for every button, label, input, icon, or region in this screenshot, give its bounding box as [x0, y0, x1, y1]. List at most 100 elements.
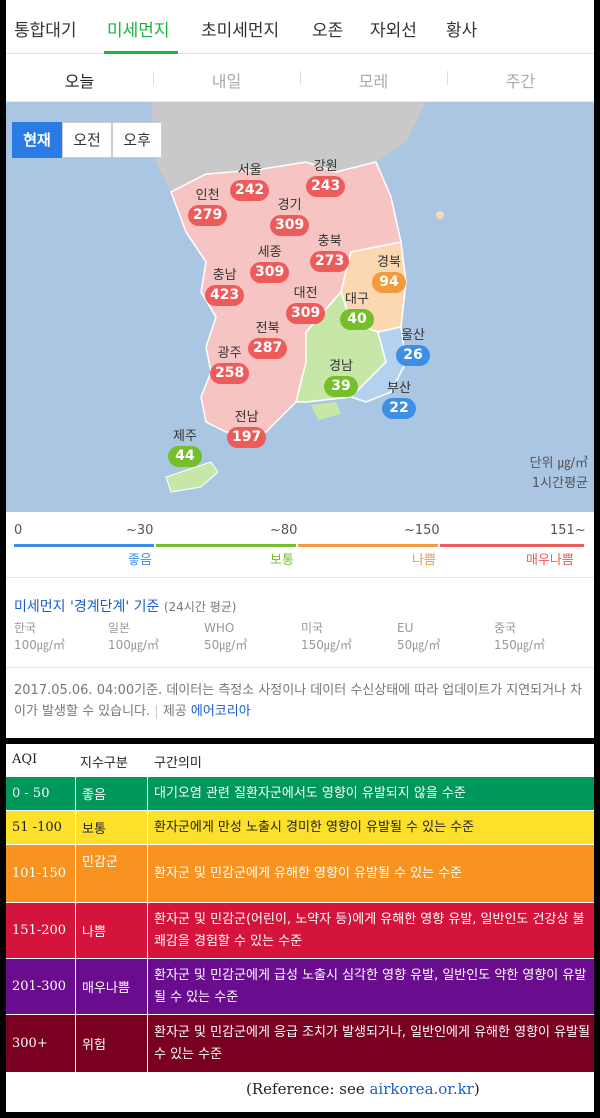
provider-label: 제공: [162, 704, 187, 719]
time-selector: 현재 오전 오후: [12, 122, 162, 158]
dust-value-badge: 22: [382, 398, 416, 419]
average-label: 1시간평균: [531, 476, 588, 491]
region-name: 경북: [377, 255, 401, 270]
reference-prefix: (Reference: see: [246, 1080, 370, 1098]
tab-divider: [153, 71, 154, 85]
region-name: 대전: [293, 286, 318, 301]
aqi-range-cell: 0 - 50: [6, 777, 76, 810]
provider-link[interactable]: 에어코리아: [190, 704, 251, 719]
morning-button[interactable]: 오전: [62, 122, 112, 158]
scale-number: 0: [14, 523, 23, 538]
dust-value-badge: 40: [340, 309, 374, 330]
dust-value-badge: 309: [270, 215, 310, 236]
scale-number: 151~: [550, 523, 586, 538]
active-tab-indicator: [104, 51, 178, 54]
tab-ozone[interactable]: 오존: [312, 21, 344, 41]
region-jeju[interactable]: 제주 44: [168, 429, 202, 467]
country-name: EU: [397, 621, 414, 635]
standard-value: 50㎍/㎥: [204, 638, 248, 652]
island-shape: [436, 211, 444, 219]
country-name: 일본: [108, 621, 131, 635]
air-quality-panel: 통합대기 미세먼지 초미세먼지 오존 자외선 황사 오늘 내일 모레 주간: [6, 0, 594, 738]
aqi-grade-cell: 좋음: [76, 777, 148, 810]
tab-today[interactable]: 오늘: [64, 72, 95, 91]
dust-map[interactable]: 현재 오전 오후 서울 242 강원 243 인천 279 경기 309 충북 273 세…: [6, 102, 594, 512]
aqi-table: AQI 지수구분 구간의미 0 - 50 좋음 대기오염 관련 질환자군에서도 영향…: [6, 744, 594, 1112]
aqi-meaning-cell: 환자군 및 민감군에게 응급 조치가 발생되거나, 일반인에게 유해한 영향이 …: [154, 1024, 591, 1062]
aqi-range-cell: 300+: [6, 1015, 76, 1072]
divider: |: [154, 704, 159, 719]
reference-link[interactable]: airkorea.or.kr: [369, 1080, 474, 1098]
tab-fine-dust[interactable]: 미세먼지: [107, 21, 170, 41]
dust-value-badge: 279: [188, 205, 228, 226]
dust-value-badge: 197: [227, 427, 267, 448]
aqi-range-cell: 201-300: [6, 959, 76, 1014]
region-jeonnam[interactable]: 전남 197: [227, 410, 267, 448]
scale-label-normal: 보통: [270, 553, 294, 568]
north-region-shape: [151, 102, 426, 192]
region-name: 경남: [329, 359, 353, 374]
scale-label-good: 좋음: [128, 553, 152, 568]
country-name: WHO: [204, 621, 235, 635]
current-time-button[interactable]: 현재: [12, 122, 62, 158]
island-shape: [311, 402, 341, 420]
dust-value-badge: 39: [324, 376, 358, 397]
scale-label-bad: 나쁨: [412, 553, 436, 568]
region-gyeonggi[interactable]: 경기 309: [270, 198, 310, 236]
standard-value: 150㎍/㎥: [301, 638, 352, 652]
scale-label-very-bad: 매우나쁨: [526, 553, 574, 568]
table-row: 151-200 나쁨 환자군 및 민감군(어린이, 노약자 등)에게 유해한 영향 …: [6, 902, 594, 958]
jeju-island-shape: [165, 461, 219, 493]
aqi-range-cell: 151-200: [6, 903, 76, 958]
aqi-meaning-cell: 대기오염 관련 질환자군에서도 영향이 유발되지 않을 수준: [154, 785, 466, 801]
region-chungnam[interactable]: 충남 423: [205, 268, 245, 306]
standards-subtitle: (24시간 평균): [163, 600, 237, 614]
region-gyeongnam[interactable]: 경남 39: [324, 359, 358, 397]
scale-number: ~80: [270, 523, 298, 538]
region-name: 부산: [387, 381, 411, 396]
tab-day-after[interactable]: 모레: [358, 72, 389, 91]
region-name: 제주: [173, 429, 197, 444]
region-sejong[interactable]: 세종 309: [250, 245, 290, 283]
region-gwangju[interactable]: 광주 258: [210, 346, 250, 384]
region-name: 울산: [401, 328, 425, 343]
region-seoul[interactable]: 서울 242: [230, 163, 270, 201]
dust-value-badge: 309: [286, 303, 326, 324]
tab-yellow-dust[interactable]: 황사: [446, 21, 478, 41]
table-row: 51 -100 보통 환자군에게 만성 노출시 경미한 영향이 유발될 수 있는 수…: [6, 810, 594, 844]
region-gyeongbuk[interactable]: 경북 94: [372, 255, 406, 293]
aqi-grade-cell: 위험: [76, 1015, 148, 1072]
region-name: 전북: [255, 321, 280, 336]
dust-value-badge: 243: [306, 176, 346, 197]
region-ulsan[interactable]: 울산 26: [396, 328, 430, 366]
standard-value: 100㎍/㎥: [108, 638, 159, 652]
region-daejeon[interactable]: 대전 309: [286, 286, 326, 324]
region-name: 세종: [257, 245, 282, 260]
region-name: 서울: [237, 163, 262, 178]
aqi-meaning-cell: 환자군 및 민감군에게 유해한 영향이 유발될 수 있는 수준: [154, 865, 463, 881]
country-name: 한국: [14, 621, 37, 635]
aqi-meaning-cell: 환자군 및 민감군에게 급성 노출시 심각한 영향 유발, 일반인도 약한 영향…: [154, 967, 587, 1005]
standard-item: 중국 150㎍/㎥: [494, 620, 545, 654]
dust-value-badge: 258: [210, 363, 250, 384]
dust-value-badge: 309: [250, 262, 290, 283]
region-name: 인천: [195, 188, 220, 203]
region-incheon[interactable]: 인천 279: [188, 188, 228, 226]
region-name: 대구: [345, 292, 369, 307]
region-jeonbuk[interactable]: 전북 287: [248, 321, 288, 359]
tab-ultrafine-dust[interactable]: 초미세먼지: [201, 21, 280, 41]
region-gangwon[interactable]: 강원 243: [306, 159, 346, 197]
aqi-meaning-cell: 환자군에게 만성 노출시 경미한 영향이 유발될 수 있는 수준: [154, 819, 475, 835]
afternoon-button[interactable]: 오후: [112, 122, 162, 158]
tab-uv[interactable]: 자외선: [370, 21, 417, 41]
tab-weekly[interactable]: 주간: [505, 72, 536, 91]
region-name: 충남: [212, 268, 237, 283]
region-daegu[interactable]: 대구 40: [340, 292, 374, 330]
tab-integrated-air[interactable]: 통합대기: [14, 21, 77, 41]
aqi-meaning-cell: 환자군 및 민감군(어린이, 노약자 등)에게 유해한 영향 유발, 일반인도 …: [154, 911, 585, 949]
tab-tomorrow[interactable]: 내일: [211, 72, 242, 91]
standard-value: 150㎍/㎥: [494, 638, 545, 652]
dust-value-badge: 44: [168, 446, 202, 467]
region-busan[interactable]: 부산 22: [382, 381, 416, 419]
region-chungbuk[interactable]: 충북 273: [310, 234, 350, 272]
